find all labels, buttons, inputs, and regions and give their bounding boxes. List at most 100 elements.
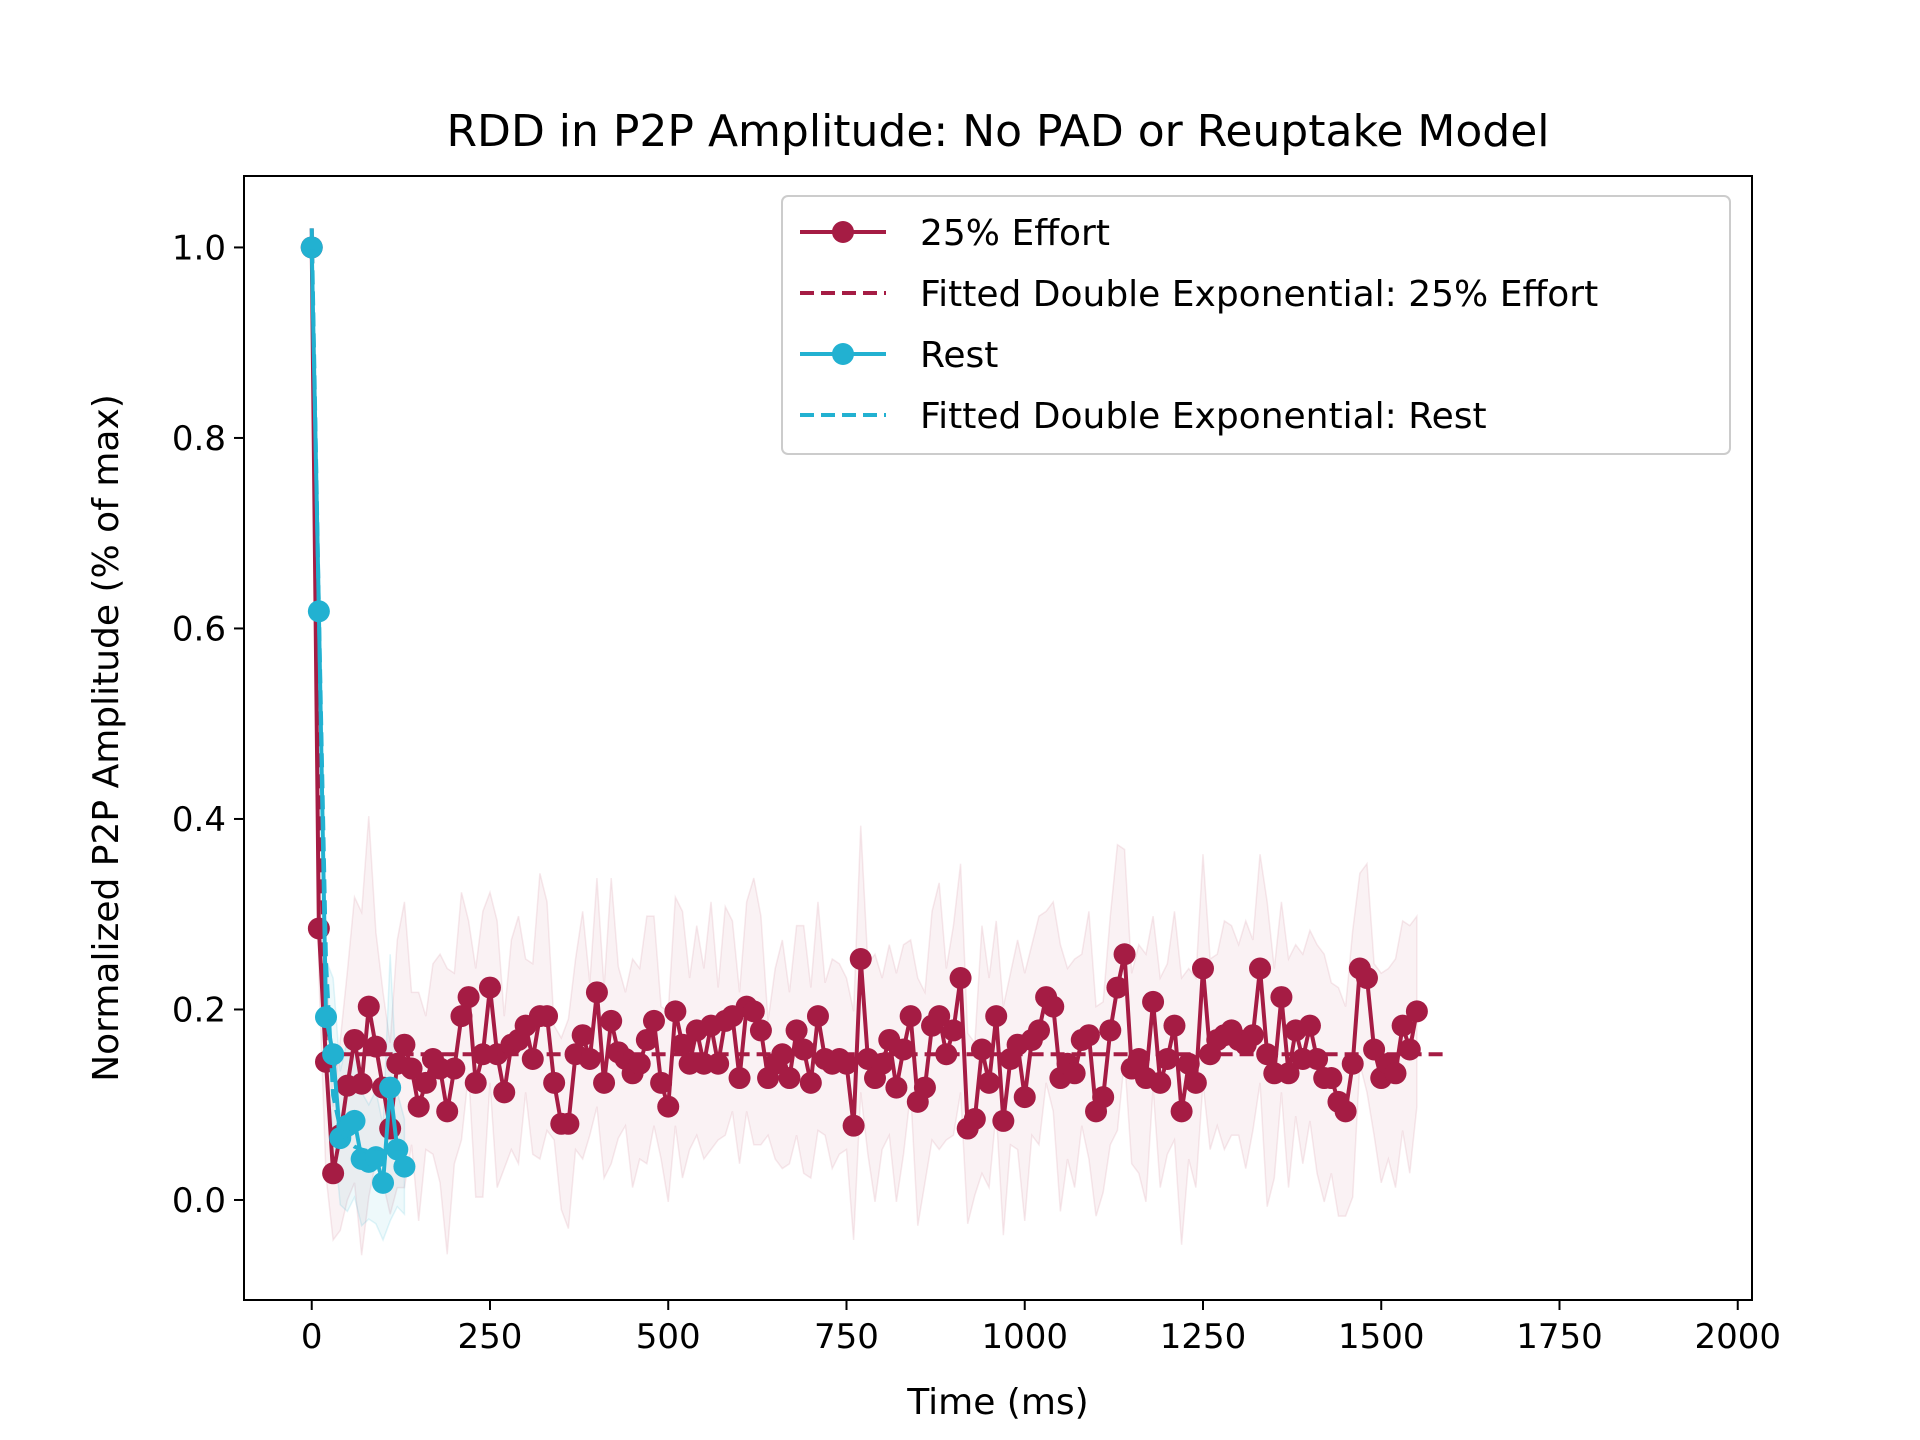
- data-point-25-effort: [642, 1009, 665, 1032]
- data-point-25-effort: [664, 1000, 687, 1023]
- fit-line-fitted-double-exponential-rest: [309, 228, 405, 1155]
- data-point-25-effort: [949, 967, 972, 990]
- data-point-25-effort: [749, 1019, 772, 1042]
- data-point-25-effort: [992, 1109, 1015, 1132]
- data-point-25-effort: [1306, 1048, 1329, 1071]
- data-point-25-effort: [436, 1100, 459, 1123]
- data-point-25-effort: [1334, 1100, 1357, 1123]
- data-point-25-effort: [978, 1071, 1001, 1094]
- data-point-25-effort: [1249, 957, 1272, 980]
- data-point-rest: [379, 1076, 402, 1099]
- data-point-25-effort: [928, 1005, 951, 1028]
- data-point-25-effort: [414, 1071, 437, 1094]
- x-tick-label: 1500: [1338, 1317, 1425, 1357]
- data-point-25-effort: [628, 1052, 651, 1075]
- data-point-25-effort: [913, 1076, 936, 1099]
- data-point-25-effort: [835, 1052, 858, 1075]
- data-point-25-effort: [400, 1057, 423, 1080]
- data-point-25-effort: [1398, 1038, 1421, 1061]
- x-tick-label: 750: [814, 1317, 879, 1357]
- x-tick-label: 500: [636, 1317, 701, 1357]
- data-point-25-effort: [1106, 976, 1129, 999]
- data-point-rest: [393, 1155, 416, 1178]
- data-point-rest: [364, 1146, 387, 1169]
- legend-label-rest: Rest: [920, 335, 998, 376]
- data-point-25-effort: [464, 1071, 487, 1094]
- data-point-25-effort: [742, 1000, 765, 1023]
- data-point-25-effort: [593, 1071, 616, 1094]
- legend: 25% Effort Fitted Double Exponential: 25…: [781, 195, 1731, 455]
- chart-title: RDD in P2P Amplitude: No PAD or Reuptake…: [446, 106, 1549, 157]
- data-point-25-effort: [707, 1052, 730, 1075]
- legend-item-rest: Rest: [800, 335, 998, 376]
- data-point-25-effort: [1184, 1071, 1207, 1094]
- data-point-25-effort: [1099, 1019, 1122, 1042]
- data-point-25-effort: [963, 1108, 986, 1131]
- data-point-25-effort: [578, 1048, 601, 1071]
- data-point-25-effort: [799, 1071, 822, 1094]
- data-point-25-effort: [778, 1067, 801, 1090]
- data-point-25-effort: [671, 1033, 694, 1056]
- data-point-25-effort: [899, 1005, 922, 1028]
- data-point-25-effort: [600, 1009, 623, 1032]
- data-point-rest: [386, 1138, 409, 1161]
- data-point-25-effort: [393, 1033, 416, 1056]
- data-point-25-effort: [407, 1095, 430, 1118]
- data-point-25-effort: [1391, 1014, 1414, 1037]
- data-point-25-effort: [792, 1038, 815, 1061]
- x-axis-label: Time (ms): [906, 1382, 1088, 1423]
- data-point-25-effort: [1405, 1000, 1428, 1023]
- data-point-25-effort: [728, 1067, 751, 1090]
- y-tick-label: 0.8: [172, 419, 226, 459]
- y-tick-label: 0.4: [172, 800, 226, 840]
- data-point-25-effort: [585, 981, 608, 1004]
- series-group: [300, 228, 1446, 1194]
- data-point-25-effort: [942, 1019, 965, 1042]
- data-point-25-effort: [1355, 967, 1378, 990]
- legend-label-effort-fit: Fitted Double Exponential: 25% Effort: [920, 274, 1598, 315]
- data-point-rest: [300, 236, 323, 259]
- data-point-25-effort: [1063, 1062, 1086, 1085]
- x-axis-ticks: 0 250 500 750 1000 1250 1500 1750 2000: [301, 1300, 1781, 1357]
- data-point-25-effort: [849, 947, 872, 970]
- legend-item-rest-fit: Fitted Double Exponential: Rest: [800, 396, 1487, 437]
- data-point-25-effort: [536, 1005, 559, 1028]
- data-point-rest: [314, 1006, 337, 1029]
- data-point-25-effort: [1177, 1052, 1200, 1075]
- data-point-25-effort: [1092, 1086, 1115, 1109]
- data-point-25-effort: [1170, 1100, 1193, 1123]
- data-point-25-effort: [1142, 990, 1165, 1013]
- data-point-25-effort: [1156, 1048, 1179, 1071]
- data-point-25-effort: [1298, 1014, 1321, 1037]
- y-tick-label: 0.6: [172, 609, 226, 649]
- data-point-25-effort: [350, 1072, 373, 1095]
- data-point-25-effort: [557, 1112, 580, 1135]
- legend-marker-rest: [832, 343, 854, 365]
- data-point-25-effort: [1270, 986, 1293, 1009]
- x-tick-label: 1000: [981, 1317, 1068, 1357]
- data-point-25-effort: [785, 1019, 808, 1042]
- y-tick-label: 1.0: [172, 228, 226, 268]
- data-point-25-effort: [493, 1081, 516, 1104]
- data-point-25-effort: [364, 1035, 387, 1058]
- data-point-25-effort: [457, 986, 480, 1009]
- data-point-25-effort: [885, 1076, 908, 1099]
- data-point-25-effort: [322, 1162, 345, 1185]
- data-point-25-effort: [543, 1071, 566, 1094]
- data-point-25-effort: [1241, 1024, 1264, 1047]
- data-point-25-effort: [892, 1038, 915, 1061]
- x-tick-label: 0: [301, 1317, 323, 1357]
- legend-box: [781, 195, 1731, 455]
- data-point-25-effort: [635, 1028, 658, 1051]
- x-tick-label: 250: [458, 1317, 523, 1357]
- data-point-25-effort: [842, 1114, 865, 1137]
- data-point-25-effort: [1277, 1062, 1300, 1085]
- data-point-25-effort: [478, 976, 501, 999]
- data-point-25-effort: [357, 995, 380, 1018]
- data-point-25-effort: [985, 1005, 1008, 1028]
- data-point-25-effort: [806, 1005, 829, 1028]
- data-point-25-effort: [571, 1024, 594, 1047]
- data-point-25-effort: [1077, 1024, 1100, 1047]
- y-tick-label: 0.0: [172, 1181, 226, 1221]
